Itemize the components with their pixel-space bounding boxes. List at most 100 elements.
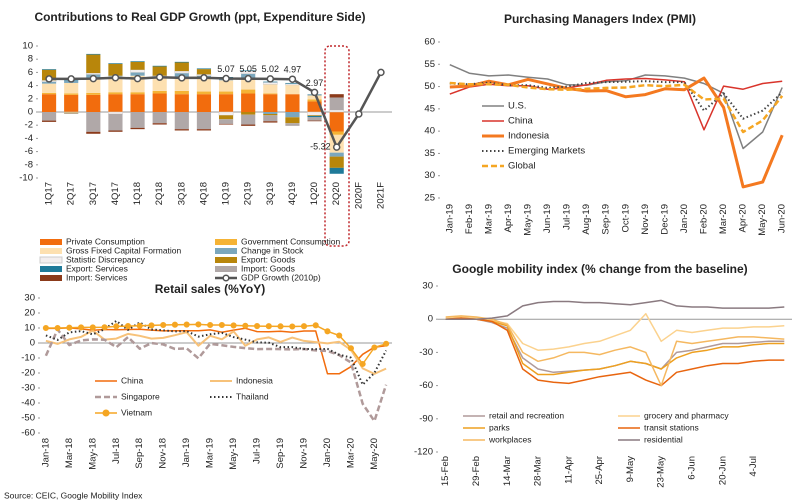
bar-segment [196, 129, 212, 131]
legend-label: Global [508, 161, 535, 172]
bar-segment [329, 152, 344, 157]
y-tick-label: -30 [419, 347, 433, 358]
x-tick-label: Sep-18 [134, 438, 145, 469]
y-tick-label: -4 [25, 133, 33, 144]
x-tick-label: 4-Jul [748, 456, 759, 477]
point-marker [312, 322, 319, 329]
legend-swatch [40, 248, 62, 254]
x-tick-label: Jan-20 [679, 204, 690, 233]
series-line [49, 71, 383, 149]
data-label: 5.07 [217, 64, 235, 74]
data-label: 5.02 [262, 64, 280, 74]
x-tick-label: 11-Apr [563, 456, 574, 484]
x-tick-label: Nov-19 [640, 204, 651, 235]
bar-segment [285, 123, 300, 126]
y-tick-label: 0 [28, 107, 33, 118]
chart-title: Google mobility index (% change from the… [452, 262, 747, 276]
bar-segment [86, 94, 101, 112]
bar-segment [85, 72, 101, 75]
legend-label: Export: Goods [241, 254, 295, 264]
legend-label: China [121, 375, 143, 385]
bar-segment [130, 69, 145, 73]
y-tick-label: -60 [419, 380, 433, 391]
point-marker [300, 323, 308, 330]
bar-segment [108, 76, 123, 93]
x-tick-label: Feb-20 [699, 204, 710, 234]
bar-segment [41, 120, 57, 122]
x-tick-label: Nov-18 [158, 438, 169, 469]
legend-label: U.S. [508, 101, 526, 112]
y-tick-label: -10 [19, 173, 33, 184]
bar-segment [108, 111, 123, 115]
y-tick-label: 45 [424, 103, 435, 114]
point-marker [254, 323, 261, 330]
bar-segment [196, 94, 212, 112]
bar-segment [218, 91, 234, 95]
legend-swatch [215, 239, 237, 245]
y-tick-label: -30 [21, 383, 35, 394]
bar-segment [285, 83, 300, 86]
x-tick-label: Apr-19 [503, 204, 514, 233]
bar-segment [263, 93, 278, 95]
point-marker [289, 323, 296, 330]
x-tick-label: Apr-20 [738, 204, 749, 233]
bar-segment [174, 70, 190, 74]
bar-segment [329, 167, 344, 174]
bar-segment [263, 115, 278, 122]
bar-segment [196, 112, 212, 130]
bar-segment [285, 82, 300, 84]
point-marker [155, 73, 164, 81]
bar-segment [196, 77, 212, 92]
point-marker [42, 324, 49, 332]
x-tick-label: Mar-20 [345, 438, 356, 468]
point-marker [111, 73, 120, 82]
series-line [45, 329, 387, 375]
bar-segment [241, 114, 256, 125]
point-marker [207, 321, 214, 329]
legend-swatch [40, 266, 62, 272]
legend-swatch [40, 239, 62, 245]
x-tick-label: 1Q20 [309, 182, 320, 205]
bar-segment [41, 94, 57, 112]
y-tick-label: 10 [24, 323, 35, 334]
bar-segment [241, 124, 256, 126]
point-marker [222, 74, 230, 83]
legend-label: Indonesia [236, 375, 273, 385]
bar-segment [86, 131, 101, 134]
bar-segment [86, 112, 101, 132]
bar-segment [130, 94, 145, 112]
bar-segment [218, 80, 234, 92]
bar-segment [86, 54, 101, 74]
bar-segment [263, 113, 278, 116]
point-marker [195, 321, 202, 328]
x-tick-label: 23-May [656, 456, 667, 488]
y-tick-label: 40 [424, 126, 435, 137]
bar-segment [307, 115, 322, 116]
bar-segment [152, 123, 167, 125]
bar-segment [329, 156, 344, 168]
x-tick-label: Jun-20 [777, 204, 788, 233]
y-tick-label: 30 [24, 293, 35, 304]
bar-segment [241, 70, 256, 72]
point-marker [265, 323, 272, 330]
x-tick-label: 29-Feb [471, 456, 482, 486]
bar-segment [64, 94, 79, 112]
bar-segment [329, 109, 345, 113]
point-marker [89, 74, 98, 83]
point-marker [45, 75, 53, 83]
point-marker [355, 110, 363, 118]
point-marker [244, 74, 252, 83]
source-note: Source: CEIC, Google Mobility Index [4, 490, 143, 500]
bar-segment [108, 63, 123, 64]
bar-segment [130, 92, 145, 95]
x-tick-label: Jan-19 [444, 204, 455, 233]
x-tick-label: Feb-19 [464, 204, 475, 234]
y-tick-label: 6 [28, 67, 33, 78]
y-tick-label: 10 [22, 41, 33, 52]
legend-label: Private Consumption [66, 236, 145, 246]
y-tick-label: 25 [424, 193, 435, 204]
y-tick-label: 30 [422, 281, 433, 292]
x-tick-label: 2Q18 [154, 182, 165, 205]
legend-marker [102, 409, 110, 417]
point-marker [183, 321, 190, 328]
